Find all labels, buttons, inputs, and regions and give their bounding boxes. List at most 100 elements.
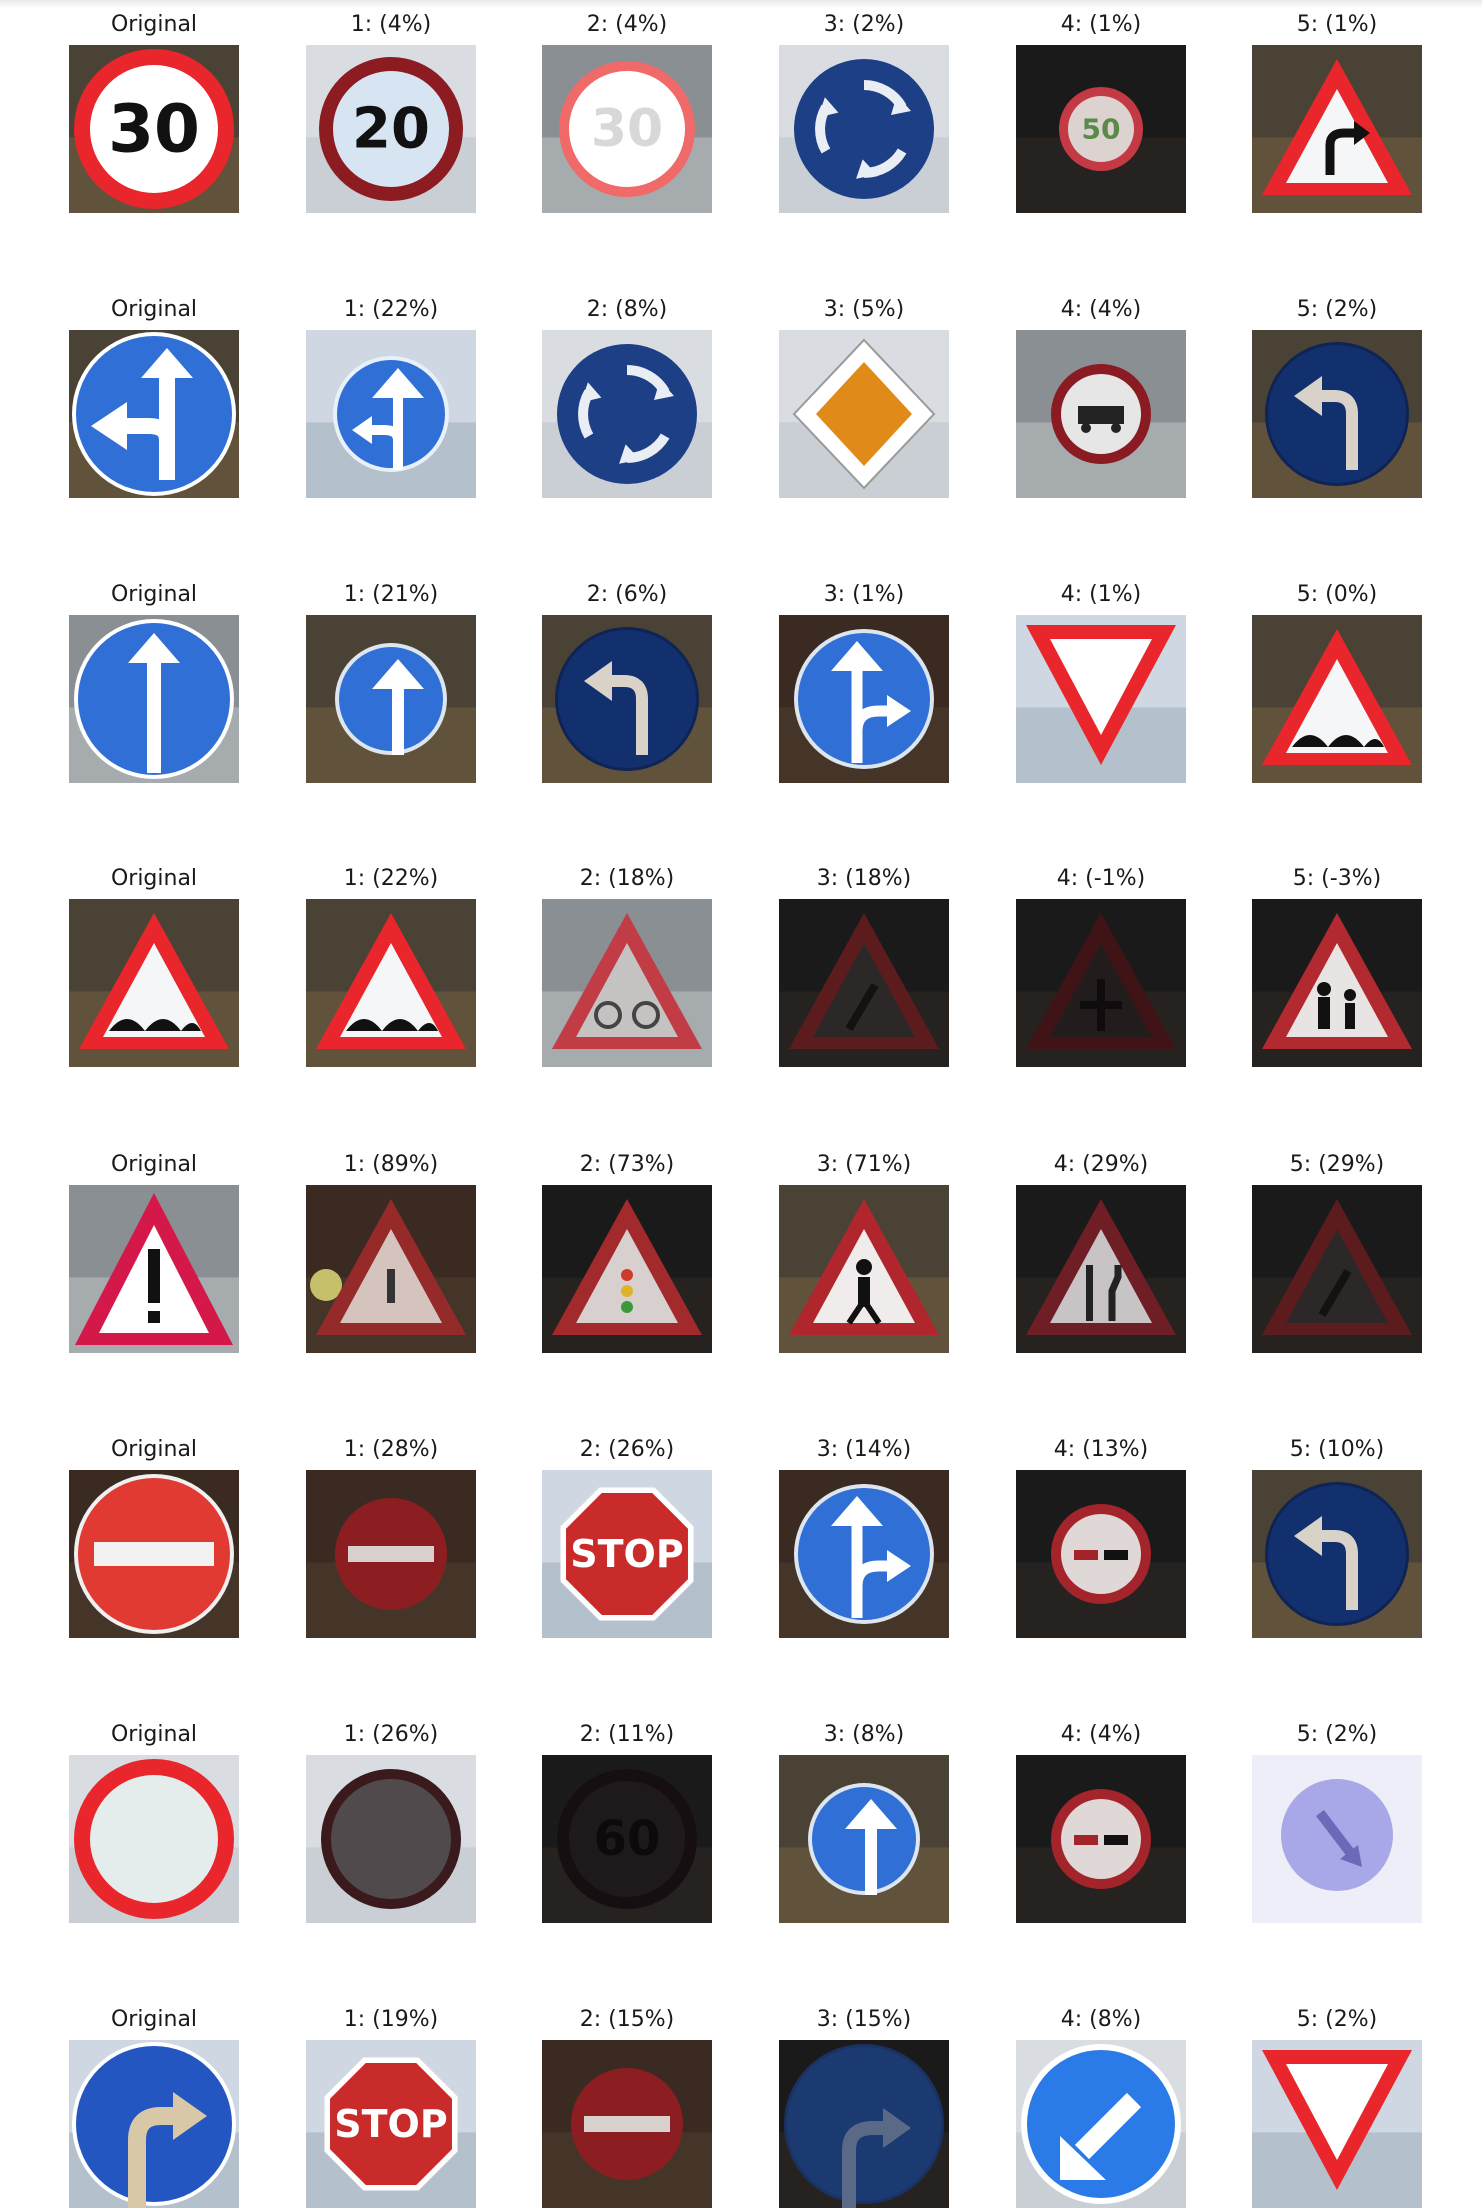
general-caution-sign-image [69,1185,239,1353]
straight-or-right-sign [779,1470,949,1638]
road-work-dark-sign-image [1252,1185,1422,1353]
prediction-title: 5: (1%) [1296,12,1378,37]
priority-road-sign [779,330,949,498]
cell-row-8-prediction-3: 3: (15%) [779,2007,949,2208]
turn-left-sign-image [1252,330,1422,498]
road-work-dark-sign-image [779,899,949,1067]
prediction-title: 1: (19%) [343,2007,439,2032]
prediction-title: 3: (8%) [823,1722,905,1747]
original-title: Original [110,1722,198,1747]
general-caution-small-sign-image [306,1185,476,1353]
cell-row-4-original: Original [69,866,239,1067]
cell-row-5-prediction-1: 1: (89%) [306,1152,476,1353]
prediction-title: 4: (-1%) [1056,866,1146,891]
cell-row-4-prediction-3: 3: (18%) [779,866,949,1067]
prediction-title: 2: (8%) [586,297,668,322]
prediction-title: 4: (13%) [1053,1437,1149,1462]
ahead-only-small-sign-image [779,1755,949,1923]
stop-sign: STOP [306,2040,476,2208]
cell-row-2-prediction-3: 3: (5%) [779,297,949,498]
speed-30-faded-sign-image: 30 [542,45,712,213]
no-entry-dark-sign-image [306,1470,476,1638]
stop-sign-image: STOP [542,1470,712,1638]
cell-row-4-prediction-5: 5: (-3%) [1252,866,1422,1067]
prediction-title: 5: (10%) [1289,1437,1385,1462]
children-crossing-sign [1252,899,1422,1067]
bumpy-road-warning-sign [69,899,239,1067]
prediction-title: 3: (15%) [816,2007,912,2032]
original-title: Original [110,297,198,322]
roundabout-sign-image [542,330,712,498]
prediction-title: 5: (29%) [1289,1152,1385,1177]
svg-text:60: 60 [594,1811,661,1867]
no-trucks-sign [1016,330,1186,498]
stop-sign: STOP [542,1470,712,1638]
speed-50-dark-sign-image: 50 [1016,45,1186,213]
cell-row-8-prediction-2: 2: (15%) [542,2007,712,2208]
turn-right-ahead-sign-image [69,2040,239,2208]
original-title: Original [110,1437,198,1462]
no-entry-sign-image [69,1470,239,1638]
yield-sign [1016,615,1186,783]
prediction-title: 1: (22%) [343,297,439,322]
turn-left-sign-image [1252,1470,1422,1638]
prediction-title: 4: (4%) [1060,1722,1142,1747]
speed-60-dark-sign-image: 60 [542,1755,712,1923]
crossroads-dark-sign [1016,899,1186,1067]
children-crossing-sign-image [1252,899,1422,1067]
bumpy-road-warning-sign-image [1252,615,1422,783]
original-title: Original [110,1152,198,1177]
speed-60-dark-sign: 60 [542,1755,712,1923]
no-vehicles-dark-sign [306,1755,476,1923]
general-caution-small-sign [306,1185,476,1353]
crossroads-dark-sign-image [1016,899,1186,1067]
cell-row-6-original: Original [69,1437,239,1638]
no-entry-dark-sign [542,2040,712,2208]
straight-or-left-sign-image [69,330,239,498]
no-entry-dark-sign-image [542,2040,712,2208]
traffic-signals-warning-sign [542,1185,712,1353]
yield-sign-image [1016,615,1186,783]
prediction-title: 2: (6%) [586,582,668,607]
cell-row-4-prediction-2: 2: (18%) [542,866,712,1067]
speed-30-sign-image: 30 [69,45,239,213]
prediction-title: 2: (4%) [586,12,668,37]
cell-row-3-prediction-3: 3: (1%) [779,582,949,783]
keep-right-faded-sign-image [1252,1755,1422,1923]
bicycles-warning-sign [542,899,712,1067]
prediction-title: 2: (73%) [579,1152,675,1177]
svg-text:20: 20 [352,97,430,162]
cell-row-6-prediction-4: 4: (13%) [1016,1437,1186,1638]
cell-row-5-prediction-3: 3: (71%) [779,1152,949,1353]
cell-row-1-prediction-2: 2: (4%) 30 [542,12,712,213]
cell-row-2-prediction-2: 2: (8%) [542,297,712,498]
prediction-title: 1: (89%) [343,1152,439,1177]
straight-or-right-sign-image [779,615,949,783]
straight-or-right-sign [779,615,949,783]
prediction-title: 5: (2%) [1296,2007,1378,2032]
turn-right-ahead-sign [69,2040,239,2208]
no-passing-sign [1016,1470,1186,1638]
no-passing-sign-image [1016,1755,1186,1923]
cell-row-2-prediction-1: 1: (22%) [306,297,476,498]
prediction-title: 2: (26%) [579,1437,675,1462]
yield-sign-image [1252,2040,1422,2208]
pedestrians-warning-sign-image [779,1185,949,1353]
yield-sign [1252,2040,1422,2208]
bumpy-road-warning-sign [306,899,476,1067]
no-vehicles-dark-sign-image [306,1755,476,1923]
curve-right-warning-sign [1252,45,1422,213]
ahead-only-small-sign [306,615,476,783]
turn-left-sign-image [542,615,712,783]
prediction-title: 5: (2%) [1296,1722,1378,1747]
cell-row-1-original: Original 30 [69,12,239,213]
cell-row-4-prediction-1: 1: (22%) [306,866,476,1067]
bumpy-road-warning-sign-image [69,899,239,1067]
prediction-title: 5: (0%) [1296,582,1378,607]
general-caution-sign [69,1185,239,1353]
cell-row-7-prediction-3: 3: (8%) [779,1722,949,1923]
prediction-title: 4: (8%) [1060,2007,1142,2032]
cell-row-1-prediction-5: 5: (1%) [1252,12,1422,213]
road-work-dark-sign [779,899,949,1067]
